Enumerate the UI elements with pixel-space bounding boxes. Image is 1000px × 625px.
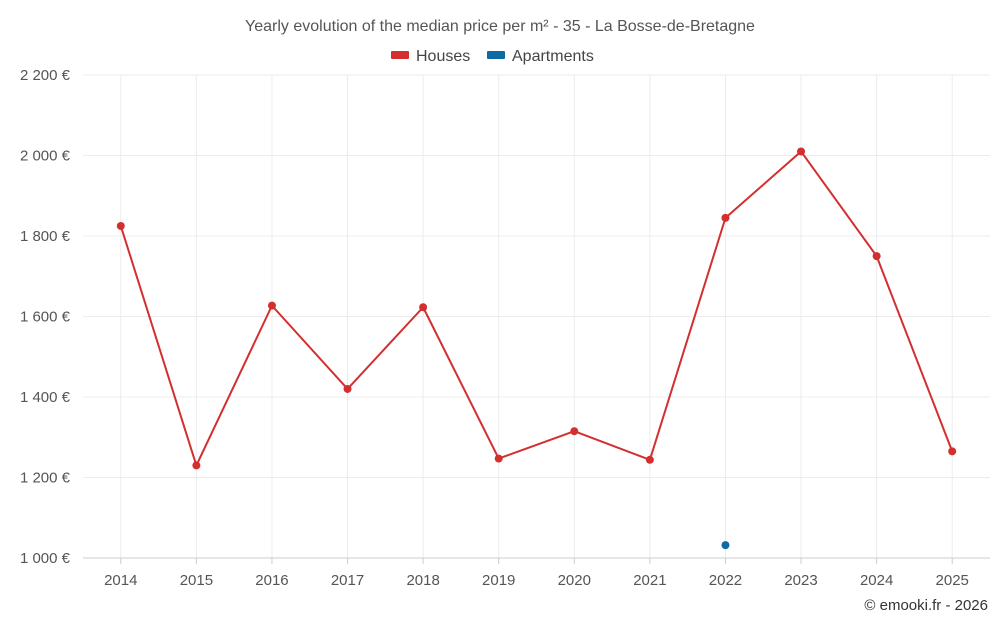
legend-swatch-houses bbox=[391, 51, 409, 59]
x-tick-label: 2025 bbox=[936, 572, 969, 589]
x-tick-label: 2024 bbox=[860, 572, 893, 589]
y-tick-label: 1 800 € bbox=[20, 228, 71, 245]
series bbox=[116, 147, 957, 550]
y-tick-label: 2 000 € bbox=[20, 148, 71, 165]
x-tick-label: 2020 bbox=[558, 572, 591, 589]
legend: Houses Apartments bbox=[391, 48, 594, 65]
data-point-houses-2024[interactable] bbox=[872, 252, 881, 261]
data-point-houses-2022[interactable] bbox=[721, 213, 730, 222]
data-point-houses-2023[interactable] bbox=[797, 147, 806, 156]
credit-text: © emooki.fr - 2026 bbox=[864, 597, 988, 614]
x-tick-label: 2016 bbox=[255, 572, 288, 589]
data-point-houses-2025[interactable] bbox=[948, 447, 957, 456]
legend-label-houses: Houses bbox=[416, 48, 470, 65]
data-point-houses-2018[interactable] bbox=[419, 303, 428, 312]
y-tick-label: 2 200 € bbox=[20, 67, 71, 84]
y-tick-label: 1 200 € bbox=[20, 470, 71, 487]
data-point-houses-2017[interactable] bbox=[343, 384, 352, 393]
legend-swatch-apartments bbox=[487, 51, 505, 59]
x-tick-label: 2015 bbox=[180, 572, 213, 589]
legend-item-houses[interactable]: Houses bbox=[391, 48, 470, 65]
legend-item-apartments[interactable]: Apartments bbox=[487, 48, 594, 65]
data-point-houses-2021[interactable] bbox=[645, 455, 654, 464]
x-tick-label: 2017 bbox=[331, 572, 364, 589]
data-point-houses-2014[interactable] bbox=[116, 221, 125, 230]
x-tick-label: 2023 bbox=[784, 572, 817, 589]
data-point-houses-2016[interactable] bbox=[267, 301, 276, 310]
y-tick-label: 1 000 € bbox=[20, 550, 71, 567]
chart-title: Yearly evolution of the median price per… bbox=[245, 18, 755, 35]
axes: 1 000 € 1 200 € 1 400 € 1 600 € 1 800 € 2 000… bbox=[20, 67, 990, 589]
data-point-houses-2015[interactable] bbox=[192, 461, 201, 470]
legend-label-apartments: Apartments bbox=[512, 48, 594, 65]
x-tick-label: 2021 bbox=[633, 572, 666, 589]
data-point-houses-2020[interactable] bbox=[570, 427, 579, 436]
data-point-apartments-2022[interactable] bbox=[721, 541, 730, 550]
x-tick-label: 2019 bbox=[482, 572, 515, 589]
y-tick-label: 1 400 € bbox=[20, 389, 71, 406]
x-tick-label: 2018 bbox=[406, 572, 439, 589]
series-line-houses bbox=[119, 150, 954, 467]
grid bbox=[83, 74, 990, 559]
x-tick-label: 2014 bbox=[104, 572, 137, 589]
y-tick-label: 1 600 € bbox=[20, 309, 71, 326]
data-point-houses-2019[interactable] bbox=[494, 454, 503, 463]
x-tick-label: 2022 bbox=[709, 572, 742, 589]
